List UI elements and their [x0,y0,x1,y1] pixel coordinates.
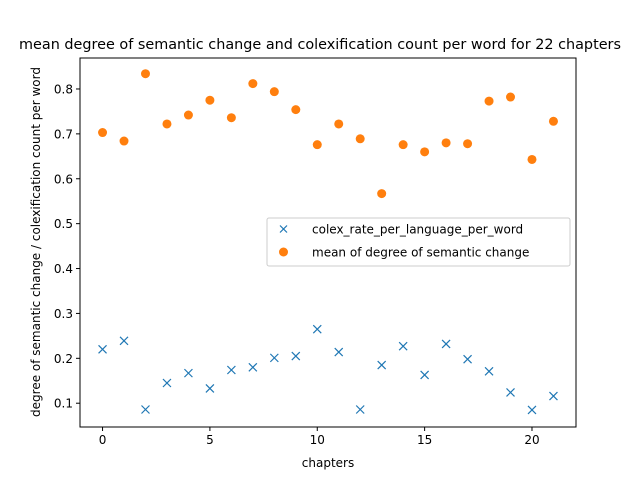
data-point-x-marker [377,360,387,370]
x-marker-stroke [484,366,494,376]
legend-label-colex: colex_rate_per_language_per_word [312,223,523,237]
x-axis-label: chapters [302,456,354,470]
x-marker-stroke [162,378,172,388]
x-marker-stroke [291,351,301,361]
x-tick-label: 0 [99,433,107,447]
x-tick-label: 20 [524,433,539,447]
x-tick-label: 5 [206,433,214,447]
data-point-circle [162,119,172,129]
data-point-circle [506,92,516,102]
data-point-circle [119,136,129,146]
y-tick-label: 0.4 [54,262,73,276]
y-tick-label: 0.6 [54,172,73,186]
y-tick-label: 0.2 [54,352,73,366]
data-point-x-marker [141,405,150,414]
x-marker-stroke [119,336,129,346]
data-point-x-marker [226,365,236,375]
x-marker-stroke [377,360,387,370]
data-point-x-marker [248,362,258,372]
data-point-x-marker [312,324,322,334]
data-point-x-marker [184,368,193,378]
x-marker-stroke [269,353,279,363]
legend-box [266,217,571,267]
x-marker-stroke [549,391,558,401]
legend-label-semantic: mean of degree of semantic change [312,246,529,260]
x-tick-label: 10 [310,433,325,447]
data-point-circle [226,113,236,123]
x-marker-stroke [441,339,451,349]
data-point-x-marker [98,344,107,354]
data-point-x-marker [549,391,558,401]
y-tick-label: 0.3 [54,307,73,321]
data-point-x-marker [269,353,279,363]
x-marker-stroke [506,388,515,397]
data-point-circle [463,139,473,149]
data-point-x-marker [119,336,129,346]
data-point-circle [291,105,301,115]
data-point-x-marker [441,339,451,349]
data-point-circle [205,95,215,105]
data-point-circle [183,110,193,120]
data-point-circle [312,140,322,150]
x-marker-stroke [463,354,472,364]
data-point-circle [527,154,537,164]
data-point-x-marker [420,370,430,380]
chart-title: mean degree of semantic change and colex… [19,37,621,53]
legend-marker-circle [279,247,288,257]
x-marker-stroke [226,365,236,375]
x-marker-stroke [248,362,258,372]
x-marker-stroke [184,368,193,378]
x-marker-stroke [141,405,150,414]
data-point-x-marker [463,354,472,364]
legend: colex_rate_per_language_per_word mean of… [266,217,571,267]
data-point-circle [484,96,494,106]
x-marker-stroke [312,324,322,334]
data-point-circle [334,119,344,129]
y-tick-label: 0.8 [54,82,73,96]
data-point-circle [140,69,150,79]
x-marker-stroke [205,383,215,393]
y-tick-label: 0.7 [54,127,73,141]
data-point-circle [420,147,430,157]
data-point-x-marker [506,388,515,397]
data-point-x-marker [334,347,344,357]
data-point-x-marker [162,378,172,388]
data-point-circle [98,128,108,138]
data-point-x-marker [205,383,215,393]
data-point-x-marker [291,351,301,361]
data-point-x-marker [527,405,537,415]
data-point-circle [248,79,258,89]
x-marker-stroke [355,405,365,414]
y-tick-label: 0.1 [54,397,73,411]
data-point-circle [548,116,558,126]
x-marker-stroke [98,344,107,354]
data-point-circle [269,87,279,97]
x-marker-stroke [527,405,537,415]
x-tick-label: 15 [417,433,432,447]
x-marker-stroke [420,370,430,380]
data-point-circle [441,138,451,148]
y-tick-label: 0.5 [54,217,73,231]
data-point-circle [355,134,365,144]
data-point-circle [398,140,408,150]
plot-area: 0 5 10 15 20 0.1 0.2 0.3 0.4 0.5 0.6 0.7 0.8 [54,57,577,447]
legend-marker-x [279,225,288,233]
data-point-x-marker [355,405,365,414]
data-point-x-marker [398,341,408,351]
y-axis-label: degree of semantic change / colexificati… [29,67,43,417]
data-point-circle [377,189,387,199]
plot-frame [79,57,577,428]
data-point-x-marker [484,366,494,376]
x-marker-stroke [334,347,344,357]
x-marker-stroke [398,341,408,351]
